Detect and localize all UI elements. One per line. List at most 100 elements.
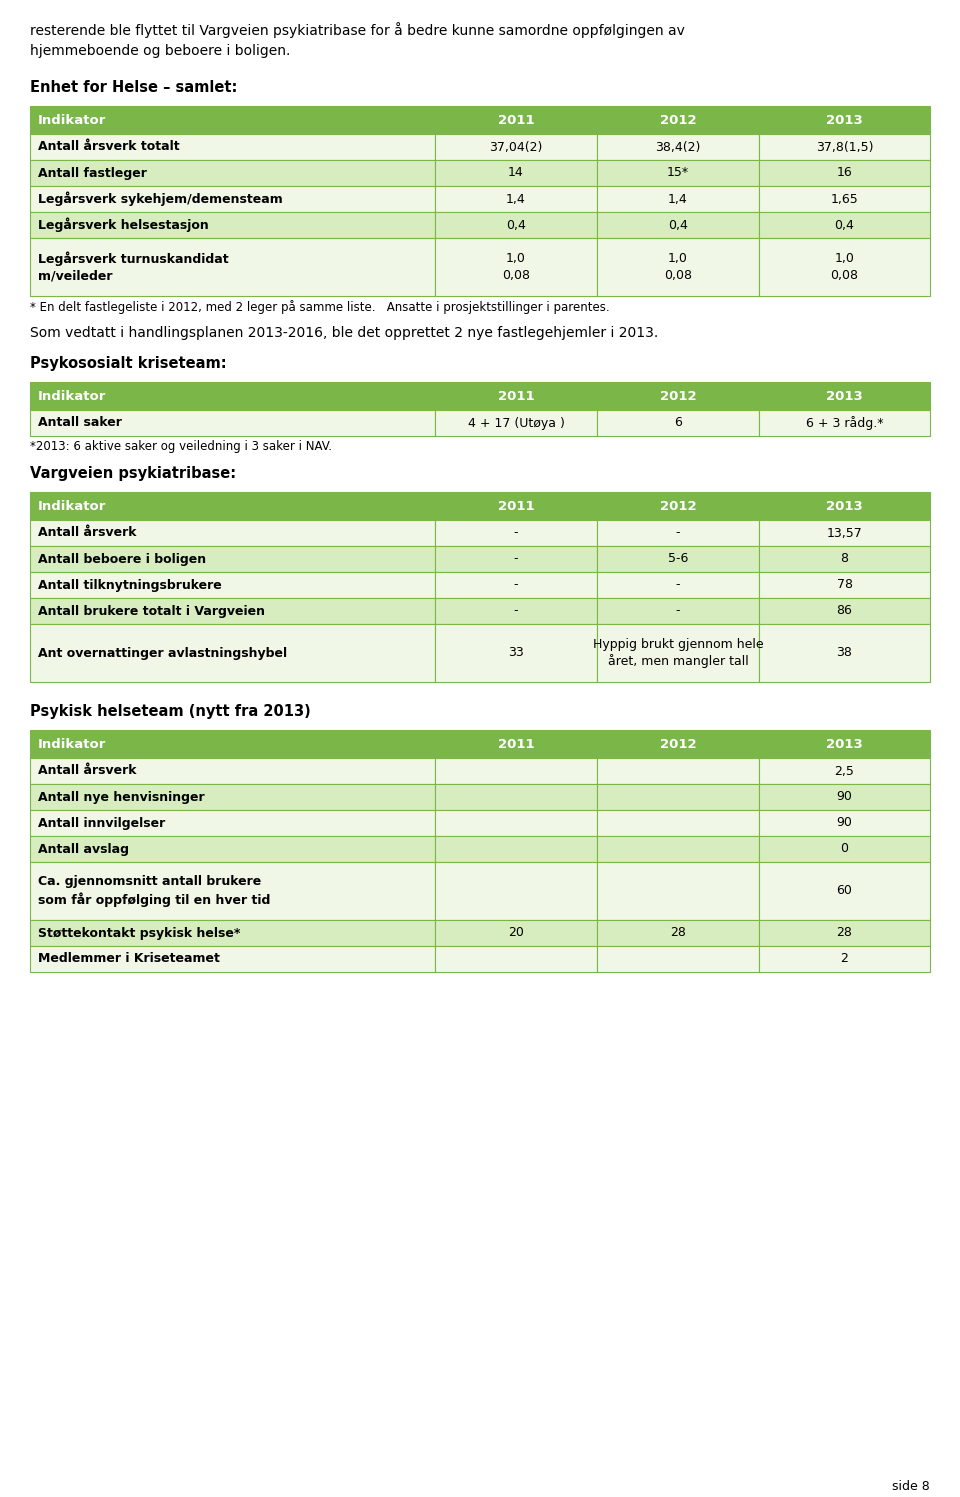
Text: 16: 16 <box>836 166 852 180</box>
Bar <box>759 572 930 597</box>
Text: 2012: 2012 <box>660 114 696 127</box>
Bar <box>435 160 597 186</box>
Bar <box>435 572 597 597</box>
Text: 2011: 2011 <box>497 114 535 127</box>
Bar <box>597 921 759 946</box>
Bar <box>597 519 759 546</box>
Text: 4 + 17 (Utøya ): 4 + 17 (Utøya ) <box>468 416 564 430</box>
Text: 1,0
0,08: 1,0 0,08 <box>502 253 530 281</box>
Bar <box>759 186 930 213</box>
Bar <box>597 546 759 572</box>
Text: 20: 20 <box>508 927 524 940</box>
Text: Legårsverk helsestasjon: Legårsverk helsestasjon <box>38 217 208 232</box>
Text: 33: 33 <box>508 647 524 660</box>
Bar <box>30 410 435 436</box>
Bar <box>30 519 435 546</box>
Bar <box>759 106 930 135</box>
Text: Vargveien psykiatribase:: Vargveien psykiatribase: <box>30 466 236 481</box>
Text: 28: 28 <box>836 927 852 940</box>
Bar <box>597 810 759 835</box>
Bar <box>597 757 759 784</box>
Bar <box>435 135 597 160</box>
Bar <box>435 546 597 572</box>
Text: Ant overnattinger avlastningshybel: Ant overnattinger avlastningshybel <box>38 647 287 660</box>
Bar <box>435 946 597 972</box>
Text: Psykisk helseteam (nytt fra 2013): Psykisk helseteam (nytt fra 2013) <box>30 704 311 719</box>
Bar <box>597 624 759 683</box>
Bar <box>30 921 435 946</box>
Bar <box>597 946 759 972</box>
Text: Antall tilknytningsbrukere: Antall tilknytningsbrukere <box>38 578 222 591</box>
Bar <box>759 784 930 810</box>
Bar <box>435 835 597 862</box>
Bar <box>30 160 435 186</box>
Bar <box>597 572 759 597</box>
Text: Som vedtatt i handlingsplanen 2013-2016, ble det opprettet 2 nye fastlegehjemler: Som vedtatt i handlingsplanen 2013-2016,… <box>30 326 659 340</box>
Bar <box>759 757 930 784</box>
Bar <box>759 862 930 921</box>
Text: Enhet for Helse – samlet:: Enhet for Helse – samlet: <box>30 79 237 94</box>
Text: 0,4: 0,4 <box>668 219 688 232</box>
Bar <box>759 597 930 624</box>
Text: 1,65: 1,65 <box>830 193 858 205</box>
Bar <box>30 757 435 784</box>
Text: 90: 90 <box>836 790 852 804</box>
Bar <box>597 835 759 862</box>
Text: 0: 0 <box>841 843 849 855</box>
Text: 2,5: 2,5 <box>834 765 854 777</box>
Text: Antall årsverk totalt: Antall årsverk totalt <box>38 141 180 154</box>
Bar <box>597 493 759 519</box>
Bar <box>30 546 435 572</box>
Bar <box>30 106 435 135</box>
Bar <box>435 410 597 436</box>
Bar <box>435 862 597 921</box>
Bar <box>30 810 435 835</box>
Text: Indikator: Indikator <box>38 500 107 512</box>
Text: -: - <box>676 578 681 591</box>
Text: 1,4: 1,4 <box>506 193 526 205</box>
Bar <box>30 238 435 296</box>
Bar <box>597 106 759 135</box>
Bar <box>435 731 597 757</box>
Bar <box>30 493 435 519</box>
Bar <box>759 213 930 238</box>
Text: Antall fastleger: Antall fastleger <box>38 166 147 180</box>
Bar <box>759 946 930 972</box>
Bar <box>435 493 597 519</box>
Bar <box>597 382 759 410</box>
Bar <box>30 784 435 810</box>
Text: -: - <box>514 552 518 566</box>
Text: side 8: side 8 <box>892 1481 930 1493</box>
Bar <box>759 238 930 296</box>
Text: 38: 38 <box>836 647 852 660</box>
Bar <box>759 519 930 546</box>
Bar <box>30 135 435 160</box>
Bar <box>435 213 597 238</box>
Bar <box>759 810 930 835</box>
Bar <box>597 160 759 186</box>
Text: 15*: 15* <box>667 166 689 180</box>
Bar <box>759 135 930 160</box>
Bar <box>597 238 759 296</box>
Bar <box>435 186 597 213</box>
Text: 2012: 2012 <box>660 500 696 512</box>
Text: 8: 8 <box>841 552 849 566</box>
Text: Legårsverk turnuskandidat
m/veileder: Legårsverk turnuskandidat m/veileder <box>38 251 228 283</box>
Bar <box>597 784 759 810</box>
Text: Indikator: Indikator <box>38 738 107 750</box>
Bar <box>30 946 435 972</box>
Text: * En delt fastlegeliste i 2012, med 2 leger på samme liste.   Ansatte i prosjekt: * En delt fastlegeliste i 2012, med 2 le… <box>30 299 610 314</box>
Bar <box>435 784 597 810</box>
Text: 90: 90 <box>836 816 852 829</box>
Text: 13,57: 13,57 <box>827 527 862 539</box>
Text: 2011: 2011 <box>497 500 535 512</box>
Bar <box>435 810 597 835</box>
Text: Antall innvilgelser: Antall innvilgelser <box>38 816 165 829</box>
Text: 28: 28 <box>670 927 686 940</box>
Text: -: - <box>676 605 681 617</box>
Text: -: - <box>676 527 681 539</box>
Text: Antall årsverk: Antall årsverk <box>38 765 136 777</box>
Bar <box>597 597 759 624</box>
Bar <box>597 731 759 757</box>
Bar <box>30 186 435 213</box>
